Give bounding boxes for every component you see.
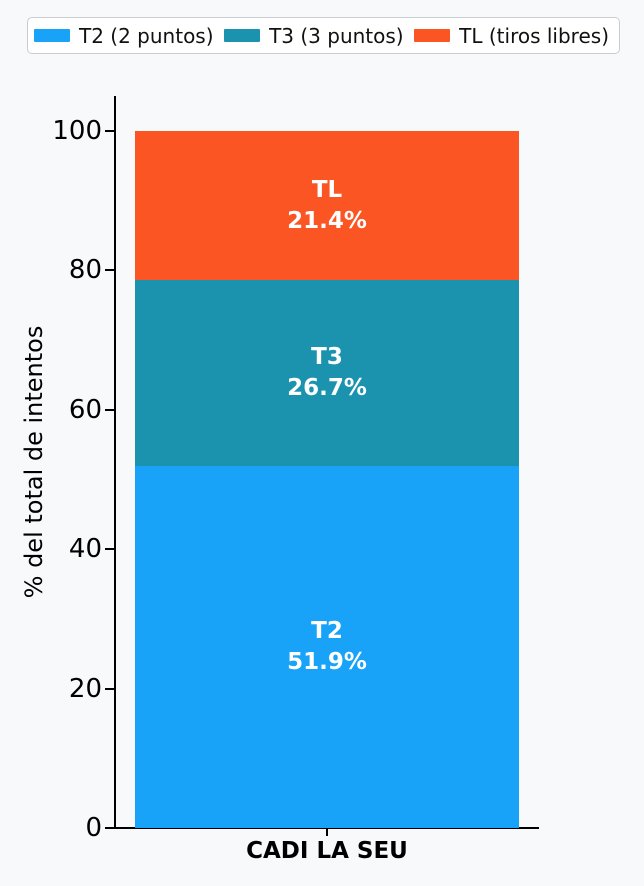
legend-label: TL (tiros libres) (459, 23, 609, 48)
legend-label: T3 (3 puntos) (269, 23, 404, 48)
segment-percent-label: 21.4% (287, 207, 367, 234)
y-tick-mark (105, 408, 114, 411)
y-tick-label: 100 (52, 116, 102, 146)
y-tick-mark (105, 687, 114, 690)
legend: T2 (2 puntos) T3 (3 puntos) TL (tiros libr… (27, 17, 620, 54)
stacked-bar: T2 51.9% T3 26.7% TL 21.4% (135, 131, 519, 828)
segment-name-label: T2 (311, 618, 343, 645)
x-axis-line (114, 827, 539, 830)
y-tick-mark (105, 548, 114, 551)
y-tick-label: 40 (68, 534, 102, 565)
y-tick-label: 60 (68, 394, 102, 425)
y-tick-label: 0 (85, 813, 102, 843)
segment-name-label: T3 (311, 344, 343, 371)
bar-segment-t3: T3 26.7% (135, 280, 519, 467)
bar-segment-t2: T2 51.9% (135, 466, 519, 828)
legend-label: T2 (2 puntos) (79, 23, 214, 48)
legend-item-t3: T3 (3 puntos) (224, 24, 404, 48)
y-axis-line (114, 96, 117, 829)
segment-name-label: TL (311, 176, 343, 203)
legend-item-tl: TL (tiros libres) (414, 24, 609, 48)
legend-swatch-icon (414, 29, 451, 42)
x-axis-tick (326, 829, 329, 836)
segment-percent-label: 26.7% (287, 375, 367, 402)
y-tick-label: 80 (68, 255, 102, 286)
y-tick-mark (105, 129, 114, 133)
segment-percent-label: 51.9% (287, 649, 367, 676)
y-tick-mark (105, 269, 114, 272)
legend-swatch-icon (34, 29, 70, 42)
y-tick-label: 20 (68, 673, 102, 704)
x-axis-label: CADI LA SEU (246, 838, 408, 864)
y-tick-mark (105, 826, 114, 830)
bar-segment-tl: TL 21.4% (135, 131, 519, 281)
legend-item-t2: T2 (2 puntos) (34, 24, 214, 48)
legend-swatch-icon (224, 29, 261, 42)
